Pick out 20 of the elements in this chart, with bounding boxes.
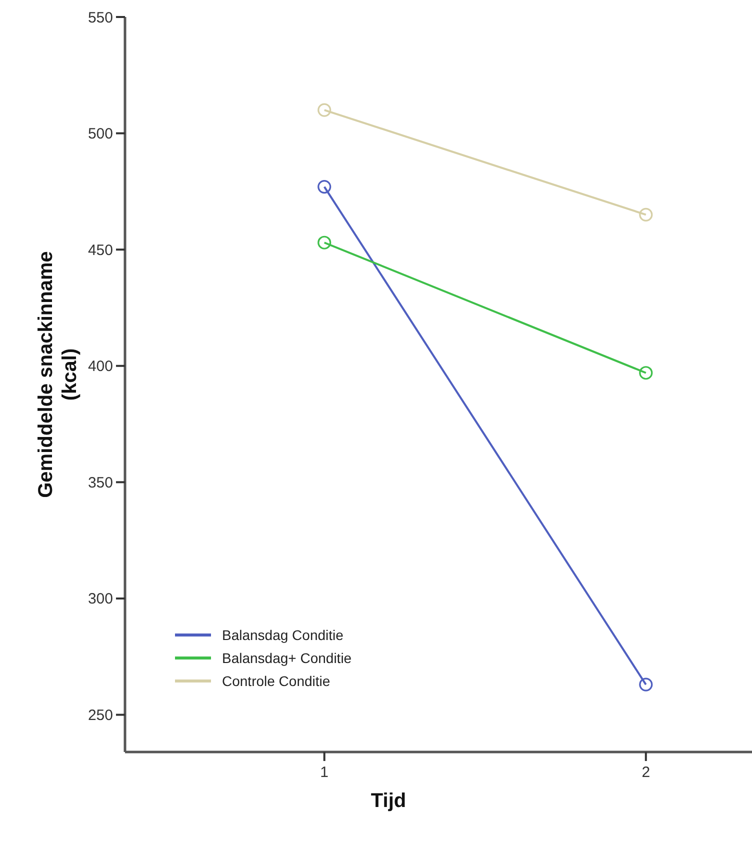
point [318, 236, 332, 250]
y-tick-label: 250 [88, 707, 113, 724]
y-tick-label: 400 [88, 358, 113, 376]
point [639, 208, 653, 222]
x-tick-label: 2 [642, 764, 650, 781]
y-tick-label: 550 [88, 9, 113, 26]
y-tick-label: 300 [88, 590, 113, 608]
y-axis-title: Gemiddelde snackinname (kcal) [35, 251, 81, 498]
legend-label: Controle Conditie [222, 672, 330, 689]
point [639, 366, 653, 380]
x-tick-label: 1 [320, 764, 329, 781]
y-tick-label: 450 [88, 242, 113, 259]
y-tick-label: 350 [88, 474, 113, 492]
legend-label: Balansdag Conditie [222, 626, 344, 643]
y-tick-label: 500 [88, 126, 113, 143]
x-axis-title: Tijd [370, 790, 406, 812]
legend-label: Balansdag+ Conditie [222, 650, 352, 666]
point [639, 678, 653, 692]
point [318, 180, 332, 194]
point [318, 103, 332, 117]
